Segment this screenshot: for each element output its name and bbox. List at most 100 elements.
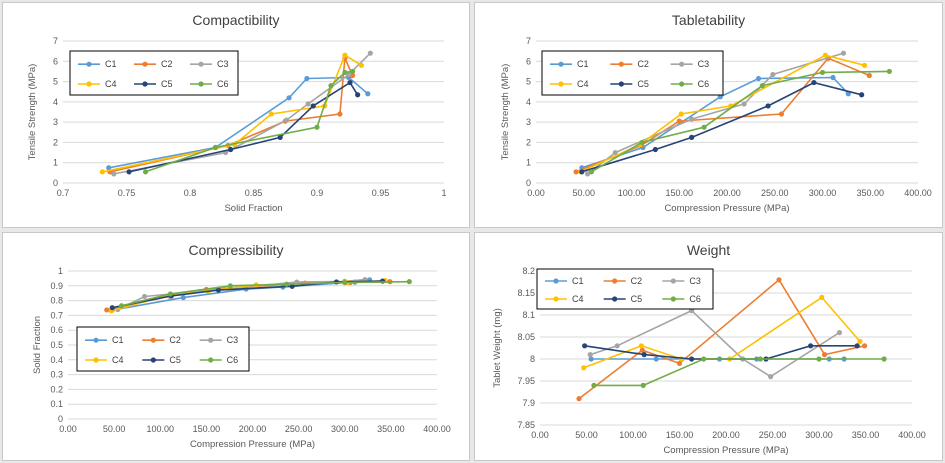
data-point-c3 [612,149,618,156]
data-point-c5 [355,92,361,98]
legend-box [536,268,714,310]
y-tick-label: 6 [53,56,58,66]
legend-label-c1: C1 [105,59,117,69]
data-point-c5 [215,287,221,293]
data-point-c6 [701,356,707,362]
x-tick-label: 50.00 [572,188,595,198]
data-point-c1 [755,75,762,82]
series-line-c5 [581,81,862,173]
y-tick-label: 7 [53,36,58,46]
x-tick-label: 200.00 [713,188,741,198]
y-tick-label: 5 [526,77,531,87]
data-point-c2 [778,111,785,117]
y-axis-label: Tensile Strength (MPa) [27,64,38,161]
data-point-c2 [776,277,782,283]
legend-label-c2: C2 [161,59,173,69]
legend-marker-c3 [679,61,685,67]
x-tick-label: 0.75 [118,188,136,198]
data-point-c1 [304,75,310,82]
compactibility-chart: Compactibility 0 1 2 3 4 5 6 7 0.7 0.75 0.8 0.85 0.9 0… [27,12,447,214]
x-tick-label: 250.00 [759,430,787,440]
tabletability-chart: Tabletability 0 1 2 3 4 5 6 7 0.00 50.00 100.00 150.… [500,12,932,214]
data-point-c6 [886,68,892,75]
data-point-c6 [588,169,594,175]
data-point-c6 [819,69,826,76]
data-point-c6 [406,279,412,285]
series-line-c6 [593,358,885,387]
data-point-c5 [379,278,386,284]
x-tick-label: 250.00 [285,424,313,434]
series-line-c3 [587,52,844,175]
series-line-c6 [121,280,410,307]
y-axis-label: Tablet Weight (mg) [492,308,503,388]
data-point-c3 [346,71,352,78]
data-point-c1 [106,165,112,171]
legend-marker-c6 [208,357,214,363]
data-point-c1 [830,74,836,81]
x-tick-label: 0.00 [59,424,77,434]
y-tick-label: 1 [53,158,58,168]
y-tick-label: 8.05 [517,332,535,342]
data-point-c2 [576,396,582,402]
x-tick-label: 300.00 [331,424,359,434]
legend-box [76,326,250,372]
y-tick-label: 7.85 [517,420,535,430]
x-tick-label: 0.95 [372,188,390,198]
y-tick-label: 0.1 [50,399,63,409]
legend-marker-c1 [93,337,99,343]
y-tick-label: 0.5 [50,340,63,350]
legend-marker-c2 [142,61,148,67]
legend-marker-c6 [198,81,204,87]
x-tick-label: 400.00 [904,188,932,198]
x-tick-label: 250.00 [761,188,789,198]
x-tick-label: 0.8 [184,188,197,198]
y-tick-label: 0.8 [50,296,63,306]
legend-marker-c5 [618,81,624,87]
y-tick-label: 7.9 [522,398,535,408]
data-point-c1 [180,295,186,301]
y-tick-label: 7 [526,36,531,46]
data-point-c1 [365,91,371,97]
data-point-c2 [639,347,645,353]
data-point-c5 [689,134,695,140]
data-point-c6 [342,69,348,76]
legend-marker-c1 [558,61,564,67]
legend-marker-c5 [150,357,156,363]
data-point-c6 [639,139,645,146]
data-point-c4 [857,338,863,344]
data-point-c6 [167,291,173,297]
data-point-c3 [587,352,593,358]
data-point-c1 [588,356,594,362]
x-tick-label: 100.00 [619,430,647,440]
x-tick-label: 200.00 [239,424,267,434]
data-point-c5 [109,305,115,311]
data-point-c6 [227,283,233,289]
data-point-c4 [819,294,825,300]
data-point-c6 [759,83,765,89]
legend-marker-c1 [86,61,92,67]
data-point-c2 [866,72,872,79]
legend-label-c2: C2 [637,59,649,69]
legend-marker-c5 [142,81,148,87]
legend-label-c5: C5 [169,355,181,365]
x-tick-label: 400.00 [423,424,451,434]
legend-marker-c4 [558,81,564,87]
x-tick-label: 0.00 [531,430,549,440]
data-point-c2 [676,118,682,124]
x-tick-label: 150.00 [666,430,694,440]
x-axis-label: Solid Fraction [224,203,282,214]
data-point-c4 [268,111,274,117]
series-line-c1 [581,76,849,169]
legend-label-c4: C4 [572,294,584,304]
data-point-c6 [284,281,290,287]
y-tick-label: 1 [58,266,63,276]
legend-label-c3: C3 [227,335,239,345]
legend-label-c5: C5 [637,79,649,89]
data-point-c5 [310,103,316,109]
data-point-c2 [337,111,343,117]
x-axis-label: Compression Pressure (MPa) [664,203,789,214]
legend-label-c3: C3 [217,59,229,69]
x-tick-label: 400.00 [898,430,926,440]
data-point-c4 [678,111,684,117]
legend-label-c3: C3 [689,276,701,286]
